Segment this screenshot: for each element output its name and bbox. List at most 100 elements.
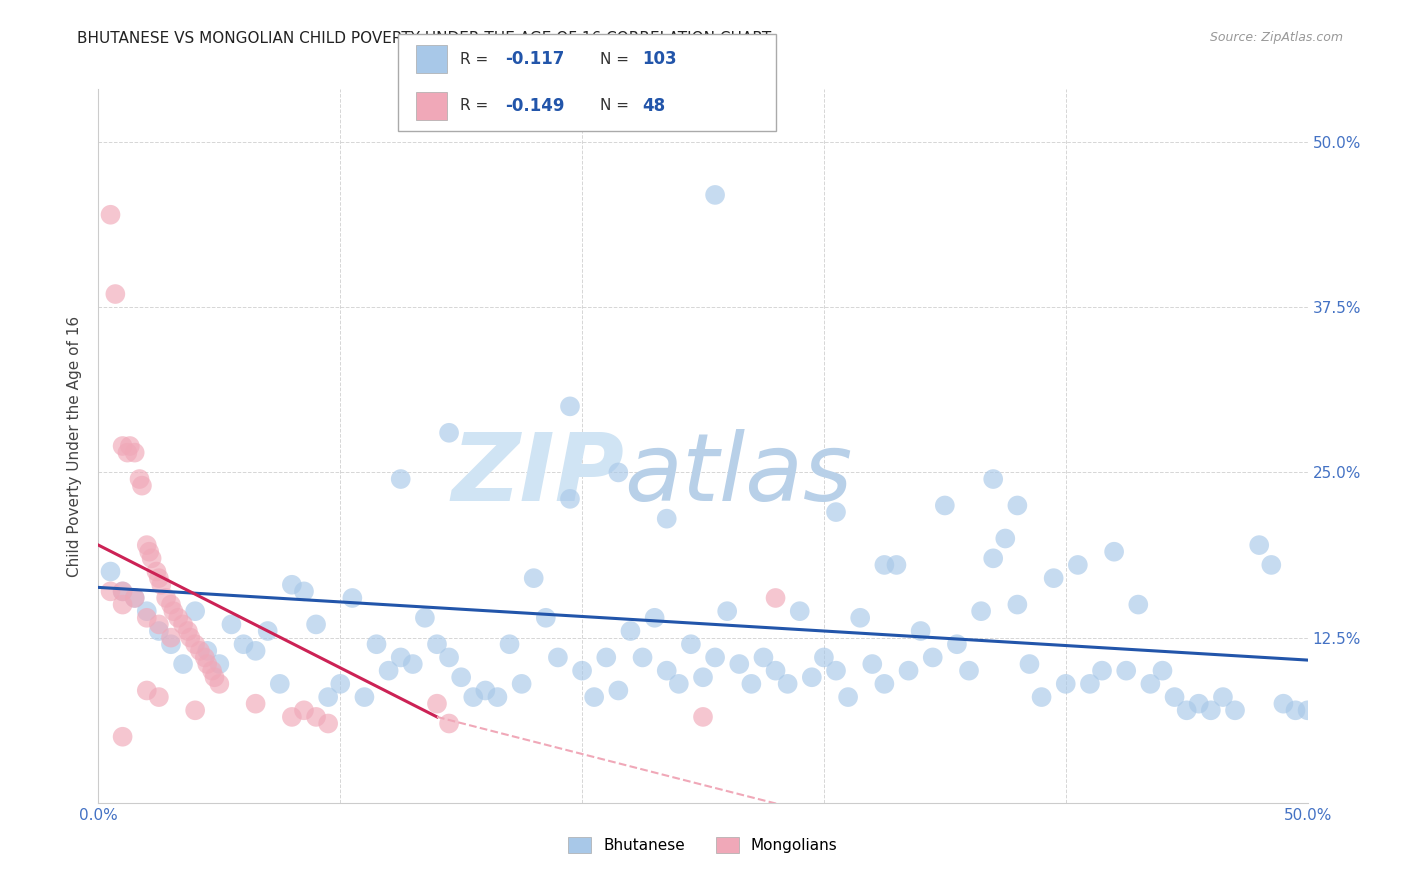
- Point: [813, 650, 835, 665]
- Point: [704, 188, 727, 202]
- Point: [148, 571, 170, 585]
- Point: [752, 650, 775, 665]
- Text: -0.117: -0.117: [505, 50, 564, 68]
- Point: [825, 505, 848, 519]
- Y-axis label: Child Poverty Under the Age of 16: Child Poverty Under the Age of 16: [67, 316, 83, 576]
- Point: [100, 208, 122, 222]
- Point: [631, 650, 654, 665]
- Point: [692, 670, 714, 684]
- Point: [1199, 703, 1222, 717]
- Text: Source: ZipAtlas.com: Source: ZipAtlas.com: [1209, 31, 1343, 45]
- Point: [111, 584, 134, 599]
- Point: [135, 538, 157, 552]
- Point: [1152, 664, 1174, 678]
- Point: [160, 598, 183, 612]
- Point: [245, 644, 267, 658]
- Point: [910, 624, 932, 638]
- Point: [148, 690, 170, 704]
- Point: [510, 677, 533, 691]
- Point: [886, 558, 908, 572]
- Point: [201, 664, 224, 678]
- Point: [534, 611, 557, 625]
- Point: [148, 624, 170, 638]
- Point: [232, 637, 254, 651]
- Point: [195, 644, 218, 658]
- Point: [523, 571, 546, 585]
- Point: [292, 703, 315, 717]
- Legend: Bhutanese, Mongolians: Bhutanese, Mongolians: [562, 831, 844, 859]
- Point: [245, 697, 267, 711]
- Point: [789, 604, 811, 618]
- Point: [728, 657, 751, 671]
- Point: [825, 664, 848, 678]
- Point: [644, 611, 666, 625]
- Point: [1007, 598, 1029, 612]
- Point: [450, 670, 472, 684]
- Point: [437, 425, 460, 440]
- Point: [437, 650, 460, 665]
- Point: [100, 565, 122, 579]
- Point: [329, 677, 352, 691]
- Point: [655, 511, 678, 525]
- Point: [195, 657, 218, 671]
- Point: [1249, 538, 1271, 552]
- Point: [849, 611, 872, 625]
- Point: [413, 611, 436, 625]
- Text: 103: 103: [643, 50, 678, 68]
- Point: [155, 591, 177, 605]
- Point: [1067, 558, 1090, 572]
- Point: [426, 697, 449, 711]
- Point: [256, 624, 278, 638]
- Point: [111, 584, 134, 599]
- Point: [389, 650, 412, 665]
- Point: [100, 584, 122, 599]
- Point: [946, 637, 969, 651]
- Point: [765, 591, 787, 605]
- Point: [150, 578, 173, 592]
- Point: [292, 584, 315, 599]
- Point: [607, 683, 630, 698]
- Point: [208, 677, 231, 691]
- Point: [204, 670, 226, 684]
- Point: [934, 499, 956, 513]
- Point: [860, 657, 883, 671]
- Point: [124, 445, 146, 459]
- Point: [1042, 571, 1064, 585]
- Point: [571, 664, 593, 678]
- Point: [104, 287, 127, 301]
- Point: [1115, 664, 1137, 678]
- Point: [716, 604, 738, 618]
- Text: atlas: atlas: [624, 429, 852, 520]
- Point: [1223, 703, 1246, 717]
- Point: [1260, 558, 1282, 572]
- Point: [619, 624, 641, 638]
- Point: [463, 690, 485, 704]
- Point: [124, 591, 146, 605]
- Point: [1102, 545, 1125, 559]
- Text: 48: 48: [643, 97, 665, 115]
- Point: [111, 730, 134, 744]
- Point: [128, 472, 150, 486]
- Point: [1091, 664, 1114, 678]
- Point: [1054, 677, 1077, 691]
- Point: [486, 690, 509, 704]
- Text: R =: R =: [460, 98, 488, 113]
- Point: [184, 604, 207, 618]
- Point: [160, 631, 183, 645]
- Point: [558, 400, 581, 414]
- Point: [377, 664, 399, 678]
- Point: [981, 551, 1004, 566]
- Point: [765, 664, 787, 678]
- Point: [138, 545, 160, 559]
- Point: [873, 677, 896, 691]
- Point: [366, 637, 388, 651]
- Point: [208, 657, 231, 671]
- Point: [188, 644, 211, 658]
- Point: [221, 617, 243, 632]
- Point: [281, 710, 304, 724]
- Point: [179, 631, 201, 645]
- Point: [305, 710, 328, 724]
- Point: [281, 578, 304, 592]
- Point: [135, 683, 157, 698]
- Point: [117, 445, 139, 459]
